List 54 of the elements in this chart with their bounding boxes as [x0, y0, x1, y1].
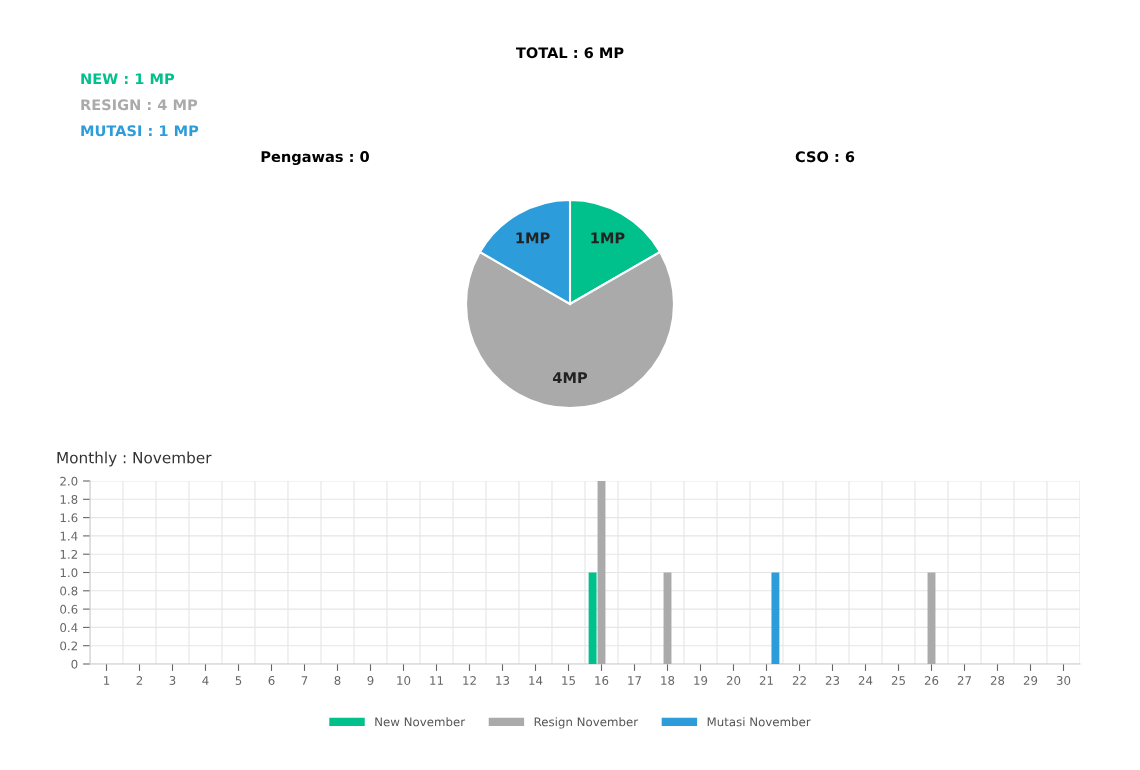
legend-label: Resign November [534, 717, 639, 729]
y-tick-label: 1.2 [60, 549, 78, 559]
x-tick-label: 26 [924, 676, 939, 685]
x-tick-label: 29 [1023, 676, 1038, 685]
legend-label: New November [375, 717, 466, 727]
x-tick-label: 12 [463, 676, 476, 685]
x-tick-label: 5 [235, 676, 242, 685]
text: NEW : 1 MP [81, 73, 175, 85]
x-tick-label: 4 [202, 676, 209, 685]
y-tick-label: 2.0 [60, 476, 78, 486]
y-tick-label: 1.4 [60, 531, 78, 541]
x-tick-label: 20 [726, 676, 741, 685]
x-tick-label: 8 [334, 676, 341, 685]
x-tick-label: 13 [496, 676, 510, 685]
x-tick-label: 10 [397, 676, 411, 685]
y-tick-label: 0.8 [60, 586, 78, 596]
y-tick-label: 0.2 [60, 641, 78, 651]
x-tick-label: 15 [562, 676, 575, 685]
data-label: 1MP [516, 232, 550, 244]
y-tick-label: 0.6 [60, 604, 78, 614]
x-tick-label: 16 [595, 676, 609, 685]
legend-label: Mutasi November [707, 717, 811, 727]
x-tick-label: 28 [990, 676, 1005, 685]
x-tick-label: 6 [268, 676, 275, 685]
x-tick-label: 18 [661, 676, 675, 685]
x-tick-label: 11 [430, 676, 443, 685]
x-tick-label: 22 [792, 676, 806, 685]
x-tick-label: 25 [891, 676, 905, 685]
x-tick-label: 30 [1056, 676, 1071, 685]
y-tick-label: 0.4 [60, 623, 78, 633]
x-tick-label: 23 [825, 676, 840, 685]
x-tick-label: 19 [694, 676, 708, 685]
x-tick-label: 9 [367, 676, 374, 685]
x-tick-label: 17 [628, 676, 641, 685]
text: Pengawas : 0 [261, 151, 369, 166]
data-label: 4MP [552, 372, 588, 383]
y-tick-label: 1.8 [60, 495, 78, 504]
x-tick-label: 7 [301, 676, 308, 685]
y-tick-label: 0 [71, 659, 78, 669]
x-tick-label: 24 [858, 676, 873, 685]
text: RESIGN : 4 MP [81, 99, 198, 111]
data-label: 1MP [591, 232, 625, 244]
x-tick-label: 14 [529, 676, 543, 685]
chart-title: Monthly : November [57, 451, 212, 467]
text: CSO : 6 [795, 151, 855, 163]
x-tick-label: 2 [136, 676, 143, 685]
y-tick-label: 1.6 [60, 513, 78, 523]
x-tick-label: 21 [759, 676, 773, 685]
text: MUTASI : 1 MP [81, 125, 199, 137]
x-tick-label: 3 [169, 676, 176, 685]
y-tick-label: 1.0 [60, 568, 78, 578]
x-tick-label: 27 [957, 676, 971, 685]
x-tick-label: 1 [104, 676, 110, 685]
chart-title: TOTAL : 6 MP [515, 47, 624, 59]
